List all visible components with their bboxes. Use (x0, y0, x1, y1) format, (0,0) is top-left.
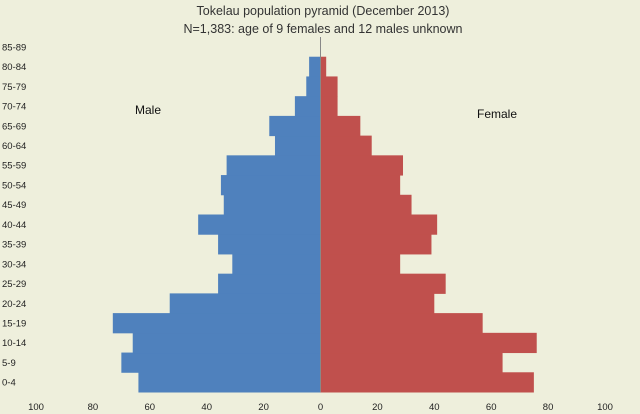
bar-male-60-64 (274, 135, 321, 156)
bar-male-10-14 (132, 332, 321, 354)
y-tick-label: 5-9 (2, 358, 16, 369)
x-tick-label: 0 (318, 402, 323, 413)
y-tick-label: 25-29 (2, 279, 26, 290)
y-tick-label: 30-34 (2, 259, 26, 270)
bar-female-70-74 (320, 96, 338, 117)
y-tick-label: 45-49 (2, 200, 26, 211)
bar-male-5-9 (121, 352, 321, 373)
y-tick-label: 55-59 (2, 161, 26, 172)
bar-female-65-69 (320, 115, 361, 137)
bar-male-55-59 (226, 155, 321, 176)
x-tick-label: 100 (28, 402, 44, 413)
y-tick-label: 15-19 (2, 318, 26, 329)
bar-male-75-79 (306, 76, 321, 97)
y-tick-label: 35-39 (2, 240, 26, 251)
bar-male-15-19 (112, 313, 321, 334)
bar-male-50-54 (220, 175, 321, 196)
y-tick-label: 0-4 (2, 378, 16, 389)
y-tick-label: 50-54 (2, 180, 26, 191)
y-tick-label: 70-74 (2, 102, 26, 113)
bar-female-55-59 (320, 155, 404, 176)
bar-male-80-84 (309, 56, 321, 77)
y-tick-label: 40-44 (2, 220, 26, 231)
bar-male-25-29 (218, 273, 321, 294)
bar-male-20-24 (169, 293, 321, 314)
bar-female-20-24 (320, 293, 435, 314)
x-axis-ticks: 100 80 60 40 20 0 20 40 60 80 100 (28, 402, 613, 413)
bar-female-50-54 (320, 175, 401, 196)
bar-female-0-4 (320, 372, 534, 393)
bar-female-10-14 (320, 332, 537, 354)
male-series-label: Male (135, 103, 161, 117)
female-series-label: Female (477, 107, 517, 121)
bar-female-25-29 (320, 273, 446, 294)
y-tick-label: 75-79 (2, 82, 26, 93)
chart-subtitle: N=1,383: age of 9 females and 12 males u… (183, 22, 462, 36)
bar-male-40-44 (198, 214, 321, 235)
x-tick-label: 40 (201, 402, 212, 413)
y-tick-label: 20-24 (2, 299, 26, 310)
bar-female-45-49 (320, 194, 412, 215)
bar-male-30-34 (232, 253, 321, 275)
x-tick-label: 20 (372, 402, 383, 413)
y-tick-label: 85-89 (2, 42, 26, 53)
x-tick-label: 80 (543, 402, 554, 413)
x-tick-label: 80 (88, 402, 99, 413)
x-tick-label: 100 (597, 402, 613, 413)
bar-female-80-84 (320, 56, 327, 77)
bars-group (112, 56, 537, 393)
bar-male-0-4 (138, 372, 321, 393)
bar-male-70-74 (294, 96, 321, 117)
bar-female-5-9 (320, 352, 503, 373)
y-tick-label: 65-69 (2, 121, 26, 132)
y-axis-ticks: 0-4 5-9 10-14 15-19 20-24 25-29 30-34 35-39 40-4… (2, 42, 26, 388)
bar-female-75-79 (320, 76, 338, 97)
x-tick-label: 40 (429, 402, 440, 413)
y-tick-label: 60-64 (2, 141, 26, 152)
x-tick-label: 20 (258, 402, 269, 413)
bar-female-40-44 (320, 214, 438, 235)
bar-female-15-19 (320, 313, 483, 334)
y-tick-label: 80-84 (2, 62, 26, 73)
bar-male-65-69 (269, 115, 321, 137)
bar-female-30-34 (320, 253, 401, 275)
bar-female-35-39 (320, 234, 432, 255)
x-tick-label: 60 (486, 402, 497, 413)
bar-male-35-39 (218, 234, 321, 255)
x-tick-label: 60 (145, 402, 156, 413)
chart-title: Tokelau population pyramid (December 201… (197, 4, 450, 18)
bar-male-45-49 (223, 194, 321, 215)
y-tick-label: 10-14 (2, 338, 26, 349)
bar-female-60-64 (320, 135, 372, 156)
